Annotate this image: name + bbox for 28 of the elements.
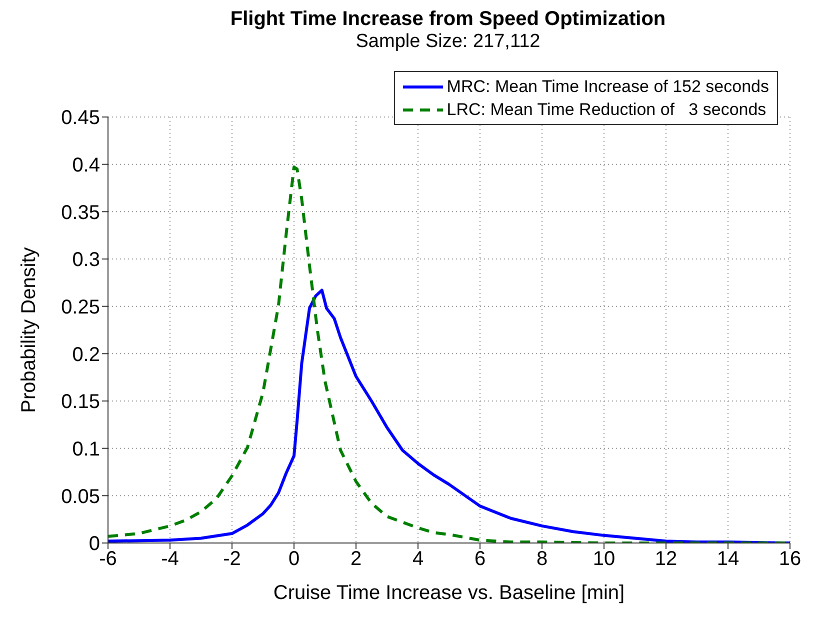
y-tick-label: 0.2 xyxy=(72,344,100,366)
x-tick-label: -6 xyxy=(99,548,117,570)
legend-label: LRC: Mean Time Reduction of 3 seconds xyxy=(446,99,766,121)
x-tick-label: 6 xyxy=(474,548,486,570)
x-tick-label: 12 xyxy=(654,548,678,570)
x-tick-label: 4 xyxy=(412,548,424,570)
y-tick-label: 0.45 xyxy=(61,107,100,130)
chart-subtitle: Sample Size: 217,112 xyxy=(354,31,542,53)
x-tick-label: 8 xyxy=(536,548,548,570)
y-tick-label: 0.1 xyxy=(72,438,100,460)
y-tick-label: 0 xyxy=(88,533,100,556)
legend-label: MRC: Mean Time Increase of 152 seconds xyxy=(446,76,769,98)
y-tick-label: 0.25 xyxy=(61,296,100,318)
y-tick-label: 0.4 xyxy=(72,154,100,176)
x-tick-label: 16 xyxy=(778,548,802,570)
x-axis-title: Cruise Time Increase vs. Baseline [min] xyxy=(273,582,625,604)
x-tick-label: 14 xyxy=(716,548,740,570)
x-tick-label: -4 xyxy=(161,548,179,570)
y-tick-label: 0.15 xyxy=(61,391,100,414)
x-tick-label: 2 xyxy=(350,548,362,570)
y-tick-label: 0.35 xyxy=(61,202,100,224)
x-tick-label: 0 xyxy=(288,548,300,570)
chart-title: Flight Time Increase from Speed Optimization xyxy=(229,8,667,31)
y-tick-label: 0.05 xyxy=(61,486,100,508)
x-tick-label: -2 xyxy=(223,548,241,570)
x-tick-label: 10 xyxy=(592,548,616,570)
y-axis-title: Probability Density xyxy=(18,247,40,413)
y-tick-label: 0.3 xyxy=(72,249,100,272)
